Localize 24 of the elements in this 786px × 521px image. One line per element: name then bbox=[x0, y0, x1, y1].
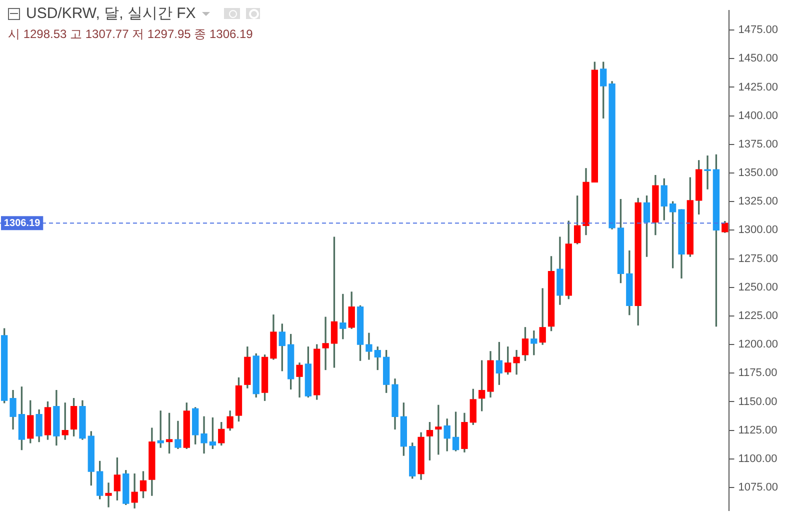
y-tick-label: 1225.00 bbox=[738, 310, 778, 322]
y-tick-label: 1475.00 bbox=[738, 24, 778, 36]
y-tick-label: 1250.00 bbox=[738, 281, 778, 294]
y-tick-label: 1300.00 bbox=[738, 224, 778, 236]
y-tick-label: 1275.00 bbox=[738, 252, 778, 265]
y-tick-label: 1200.00 bbox=[738, 338, 778, 351]
candlestick bbox=[704, 156, 711, 190]
y-tick-label: 1100.00 bbox=[738, 452, 778, 465]
candlestick bbox=[105, 482, 112, 508]
candlestick bbox=[322, 316, 329, 370]
candlestick bbox=[513, 350, 520, 375]
chart-title: USD/KRW, 달, 실시간 FX bbox=[26, 4, 196, 23]
y-tick-label: 1125.00 bbox=[738, 424, 778, 436]
y-tick-label: 1425.00 bbox=[738, 81, 778, 94]
y-tick-label: 1350.00 bbox=[738, 167, 778, 180]
y-tick-label: 1150.00 bbox=[738, 396, 778, 408]
y-tick-label: 1450.00 bbox=[738, 52, 778, 65]
text: 시 1298.53 고 1307.77 저 1297.95 종 1306.19 bbox=[8, 26, 254, 43]
y-tick-label: 1075.00 bbox=[738, 482, 778, 494]
y-tick-label: 1375.00 bbox=[738, 138, 778, 150]
ref-line-label: 1306.19 bbox=[4, 218, 41, 229]
y-tick-label: 1400.00 bbox=[738, 110, 778, 122]
y-tick-label: 1175.00 bbox=[738, 367, 778, 380]
y-tick-label: 1325.00 bbox=[738, 196, 778, 208]
